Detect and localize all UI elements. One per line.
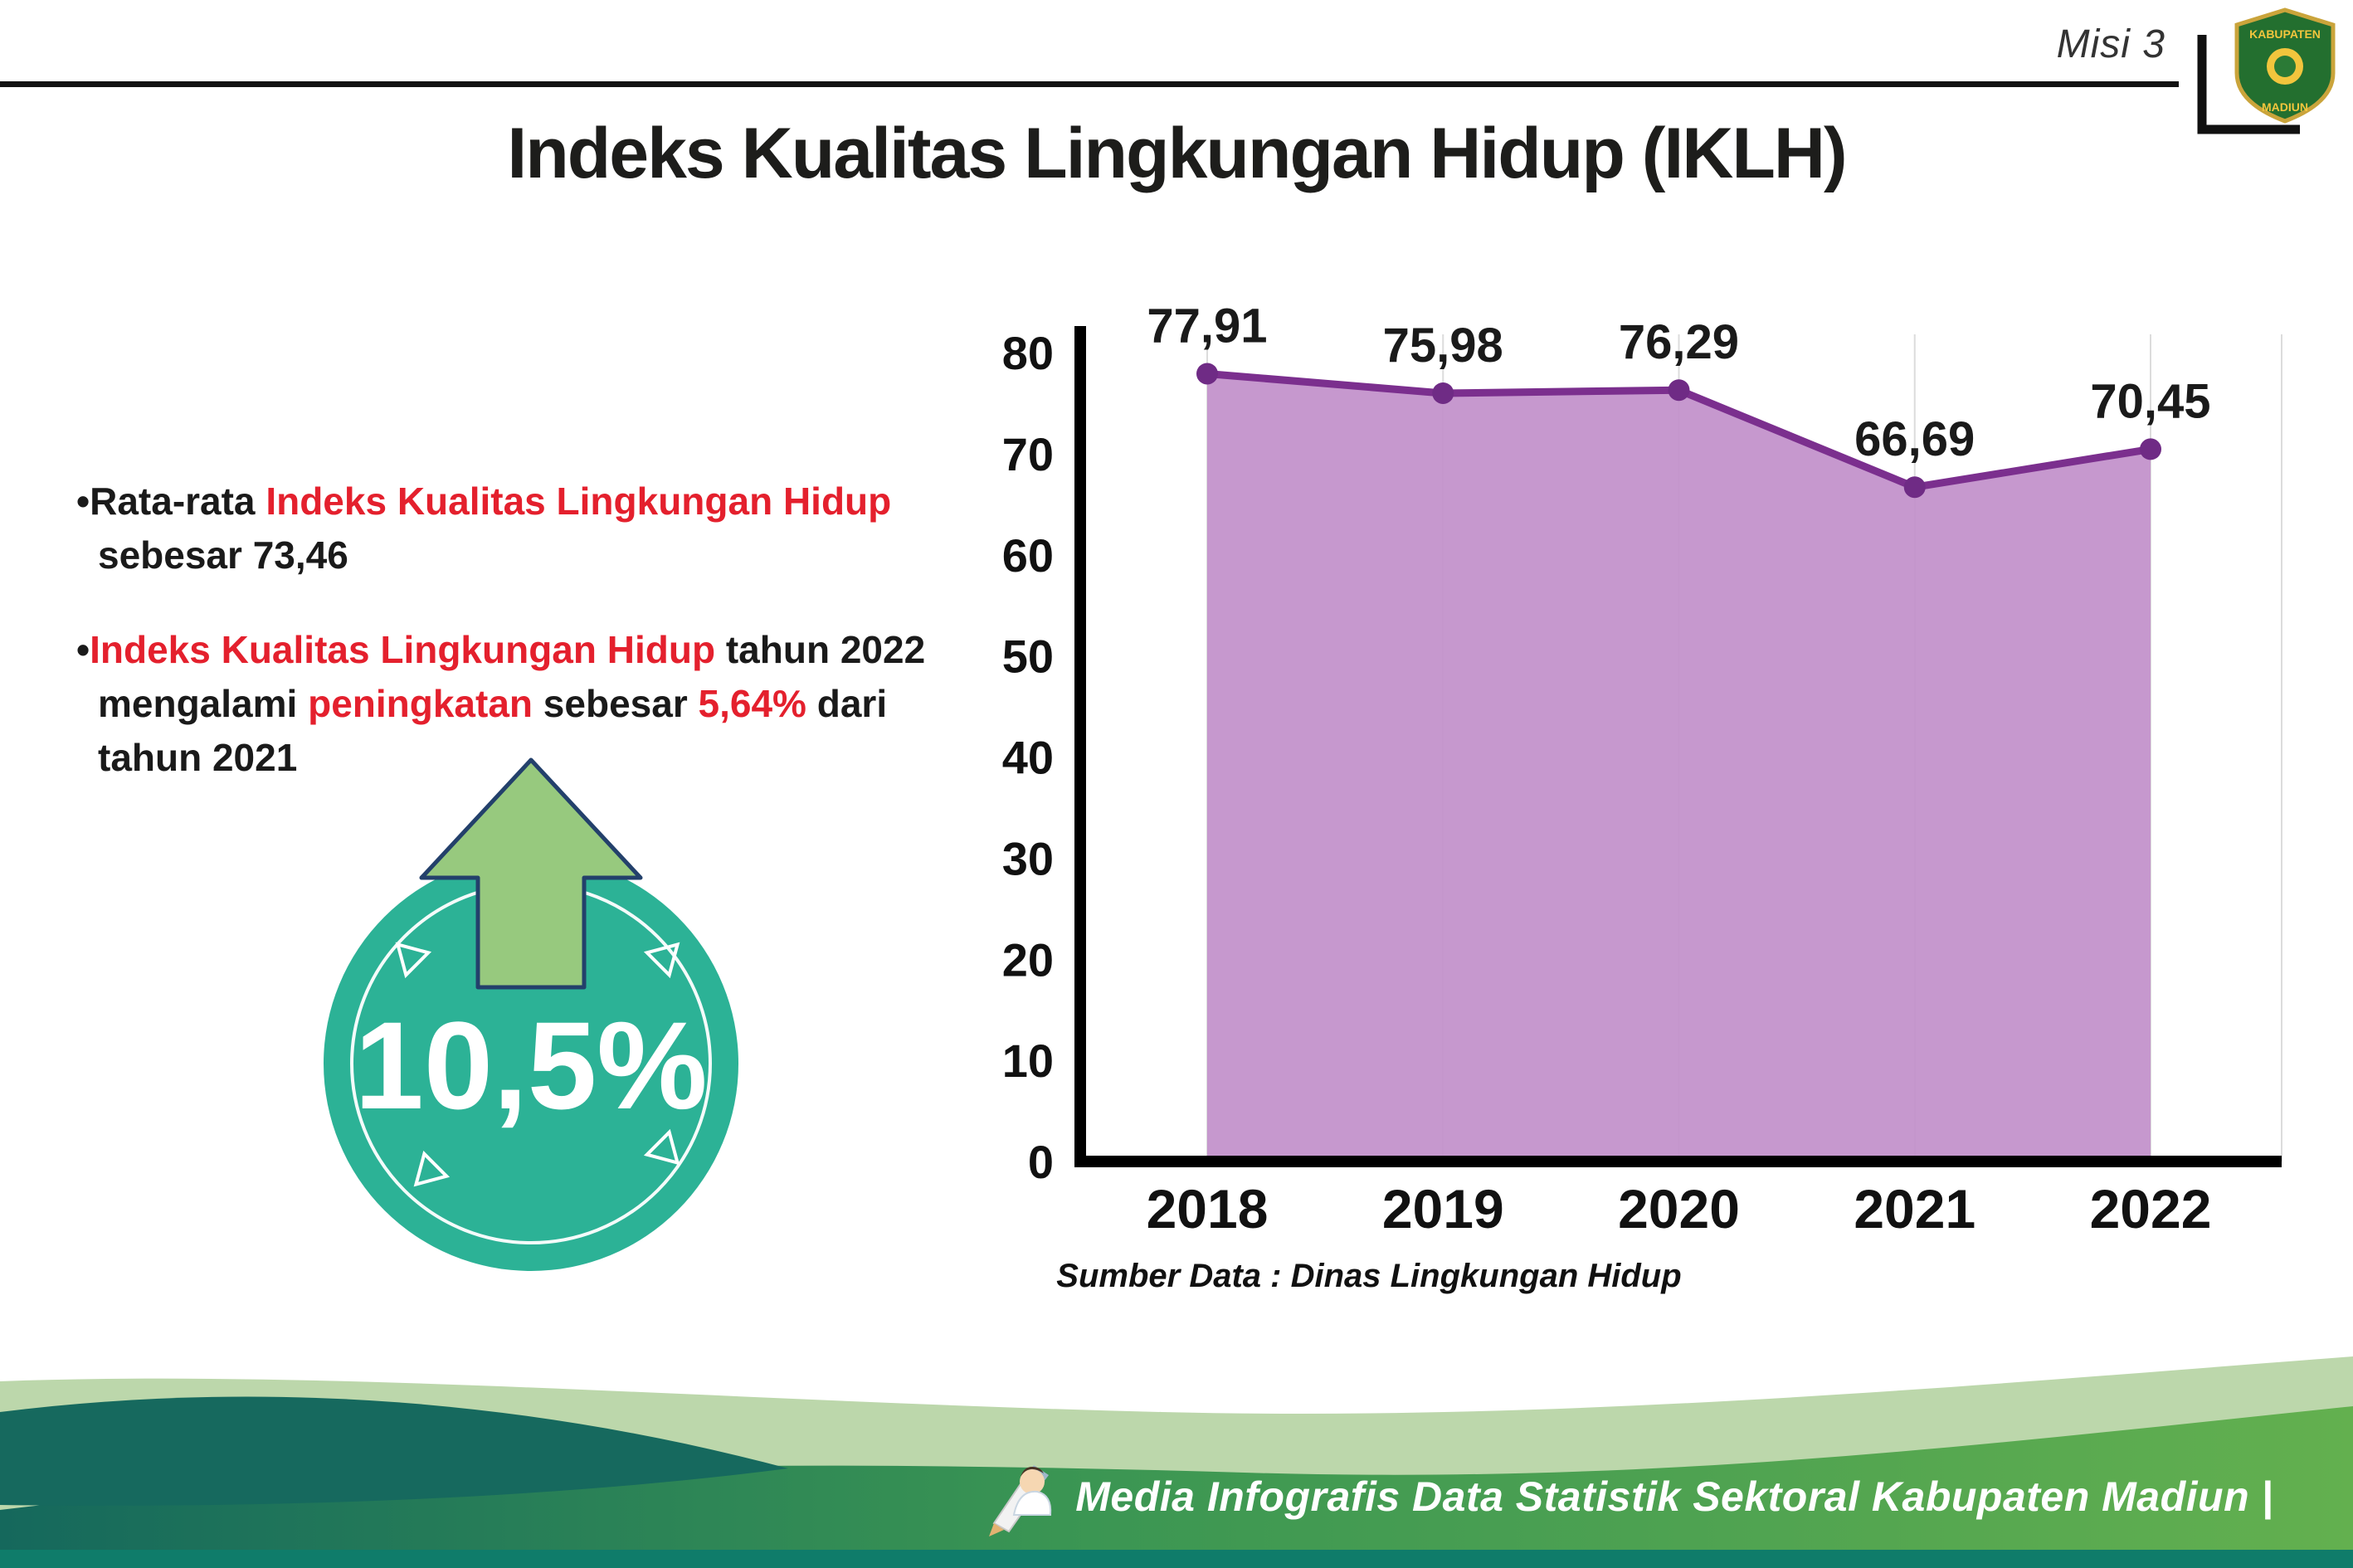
y-tick-label: 60 bbox=[1002, 529, 1054, 582]
iklh-area-chart: 77,91 75,98 76,29 66,69 70,45 0 10 20 30 40 50 60 70… bbox=[1002, 299, 2282, 1239]
footer-wave-green bbox=[0, 1406, 2353, 1568]
bullet-list: •Rata-rata Indeks Kualitas Lingkungan Hi… bbox=[76, 475, 981, 786]
x-axis-label: 2020 bbox=[1618, 1178, 1740, 1239]
footer-wave-teal bbox=[0, 1396, 788, 1506]
bullet2-highlight1: Indeks Kualitas Lingkungan Hidup bbox=[90, 627, 716, 671]
bullet2-text3: sebesar bbox=[533, 681, 699, 725]
value-label: 66,69 bbox=[1854, 412, 1975, 466]
triangle-icon bbox=[643, 942, 680, 979]
badge-value: 10,5% bbox=[354, 996, 707, 1135]
footer-text: Media Infografis Data Statistik Sektoral… bbox=[1075, 1473, 2273, 1520]
bullet2-line3: tahun 2021 bbox=[98, 736, 298, 780]
logo-frame bbox=[2197, 35, 2300, 134]
misi-label: Misi 3 bbox=[2056, 22, 2165, 66]
chart-source-note: Sumber Data : Dinas Lingkungan Hidup bbox=[1056, 1258, 1682, 1294]
bullet1-line2: sebesar 73,46 bbox=[98, 533, 348, 577]
y-tick-label: 80 bbox=[1002, 327, 1054, 379]
up-arrow-icon bbox=[419, 757, 643, 990]
increase-badge: 10,5% bbox=[324, 757, 738, 1271]
bullet2-text1: tahun 2022 bbox=[715, 627, 926, 671]
triangle-icon bbox=[643, 1128, 680, 1166]
value-label: 70,45 bbox=[2090, 374, 2210, 428]
data-point bbox=[1196, 363, 1218, 385]
bullet1-text: Rata-rata bbox=[90, 480, 266, 523]
y-tick-label: 0 bbox=[1028, 1136, 1054, 1188]
logo-top-text: KABUPATEN bbox=[2249, 27, 2321, 41]
bullet-marker: • bbox=[76, 480, 90, 523]
mascot-icon bbox=[989, 1465, 1052, 1536]
x-axis-label: 2018 bbox=[1147, 1178, 1269, 1239]
logo-shield-icon: KABUPATEN MADIUN bbox=[2197, 7, 2336, 134]
bullet-marker: • bbox=[76, 627, 90, 671]
bullet2-text2: mengalami bbox=[98, 681, 309, 725]
bullet2-line1: •Indeks Kualitas Lingkungan Hidup tahun … bbox=[76, 623, 981, 677]
badge-circle bbox=[324, 856, 738, 1271]
iklh-chart-area: 77,91 75,98 76,29 66,69 70,45 0 10 20 30 40 50 60 70… bbox=[954, 295, 2331, 1377]
footer-bottom-strip bbox=[0, 1550, 2353, 1568]
value-label: 77,91 bbox=[1147, 299, 1267, 353]
x-axis-label: 2019 bbox=[1382, 1178, 1504, 1239]
triangle-icon bbox=[413, 1150, 451, 1187]
logo-emblem-inner bbox=[2274, 56, 2296, 77]
y-tick-label: 20 bbox=[1002, 933, 1054, 986]
logo-bottom-text: MADIUN bbox=[2262, 100, 2308, 114]
y-tick-label: 50 bbox=[1002, 631, 1054, 683]
bullet2-highlight3: 5,64% bbox=[698, 681, 806, 725]
header-rule bbox=[0, 81, 2179, 87]
value-label: 75,98 bbox=[1383, 319, 1503, 373]
y-tick-label: 40 bbox=[1002, 732, 1054, 784]
badge-triangle-marks bbox=[395, 942, 680, 1187]
area-fill bbox=[1207, 373, 2151, 1161]
data-point bbox=[1903, 476, 1926, 499]
bullet1-line1: •Rata-rata Indeks Kualitas Lingkungan Hi… bbox=[76, 475, 981, 528]
y-tick-label: 30 bbox=[1002, 832, 1054, 884]
bullet2-text4: dari bbox=[806, 681, 888, 725]
kabupaten-madiun-logo: KABUPATEN MADIUN bbox=[2190, 7, 2341, 141]
triangle-icon bbox=[395, 942, 432, 979]
bullet-item-increase: •Indeks Kualitas Lingkungan Hidup tahun … bbox=[76, 623, 981, 786]
data-point bbox=[1432, 382, 1454, 404]
bullet-item-average: •Rata-rata Indeks Kualitas Lingkungan Hi… bbox=[76, 475, 981, 583]
footer-caption: Media Infografis Data Statistik Sektoral… bbox=[986, 1454, 2273, 1540]
x-axis-label: 2022 bbox=[2090, 1178, 2212, 1239]
value-label: 76,29 bbox=[1619, 315, 1739, 369]
data-point bbox=[1668, 379, 1690, 402]
x-axis-label: 2021 bbox=[1854, 1178, 1975, 1239]
y-tick-label: 70 bbox=[1002, 428, 1054, 480]
bullet1-highlight: Indeks Kualitas Lingkungan Hidup bbox=[266, 480, 892, 523]
data-point bbox=[2140, 438, 2161, 460]
page-title: Indeks Kualitas Lingkungan Hidup (IKLH) bbox=[507, 114, 1847, 193]
bullet2-highlight2: peningkatan bbox=[308, 681, 533, 725]
bullet2-line2: mengalami peningkatan sebesar 5,64% dari bbox=[76, 677, 981, 731]
y-tick-label: 10 bbox=[1002, 1035, 1054, 1087]
footer-waves bbox=[0, 1356, 2353, 1568]
